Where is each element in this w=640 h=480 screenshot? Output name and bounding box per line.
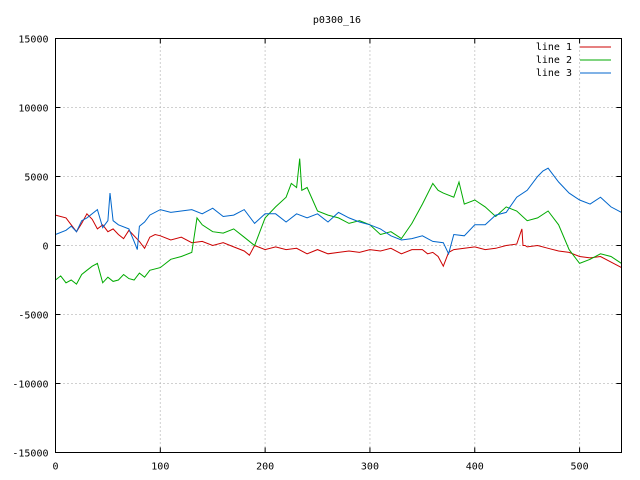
legend-label: line 3	[536, 68, 572, 79]
x-tick-label: 400	[466, 462, 484, 473]
x-tick-label: 0	[52, 462, 58, 473]
y-tick-label: 0	[42, 242, 48, 253]
y-tick-label: -10000	[12, 380, 48, 391]
series-line-1	[55, 212, 622, 269]
y-tick-label: 5000	[24, 173, 48, 184]
legend: line 1 line 2 line 3	[536, 42, 611, 79]
x-tick-label: 200	[256, 462, 274, 473]
series-line-3	[55, 167, 622, 256]
y-tick-label: 15000	[18, 35, 48, 46]
plot-frame	[55, 38, 622, 453]
legend-label: line 1	[536, 42, 572, 53]
chart-title: p0300_16	[313, 15, 361, 26]
y-tick-label: -15000	[12, 449, 48, 460]
y-tick-label: 10000	[18, 104, 48, 115]
x-tick-label: 100	[151, 462, 169, 473]
y-tick-label: -5000	[18, 311, 48, 322]
series-lines	[55, 158, 622, 285]
x-tick-label: 300	[361, 462, 379, 473]
x-tick-label: 500	[571, 462, 589, 473]
series-line-2	[55, 158, 622, 285]
grid-lines	[55, 38, 622, 453]
legend-label: line 2	[536, 55, 572, 66]
